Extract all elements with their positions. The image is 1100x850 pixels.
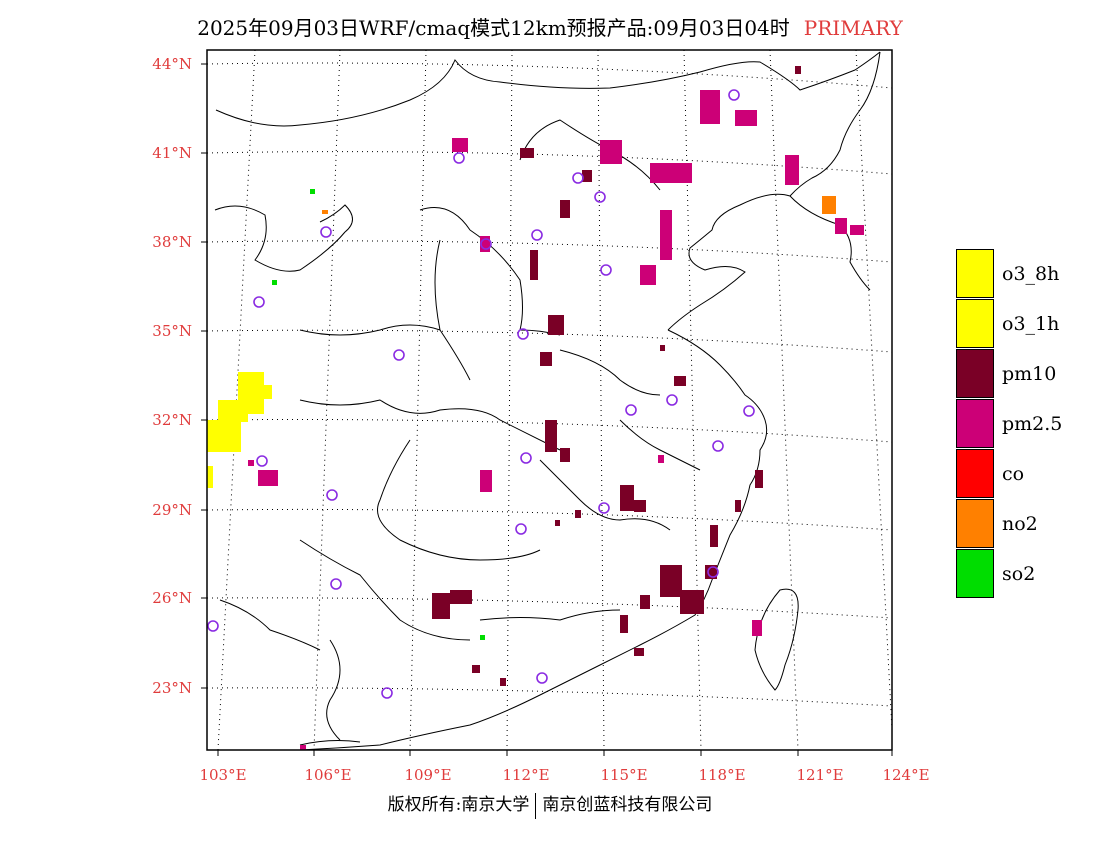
bohai-coast	[667, 193, 791, 331]
hainan-outline	[299, 740, 361, 746]
legend-swatch	[956, 399, 994, 448]
lat-label-26: 26°N	[152, 589, 192, 607]
map-frame	[206, 49, 893, 751]
lon-label-106: 106°E	[304, 766, 352, 784]
title-tag: PRIMARY	[803, 16, 903, 40]
province-borders	[214, 119, 701, 741]
lat-label-23: 23°N	[152, 679, 192, 697]
lat-label-32: 32°N	[152, 411, 192, 429]
legend-swatch	[956, 299, 994, 348]
lon-label-109: 109°E	[404, 766, 452, 784]
legend-label: co	[1002, 463, 1025, 485]
lon-label-118: 118°E	[698, 766, 746, 784]
northeast-coast	[789, 51, 881, 291]
legend-swatch	[956, 549, 994, 598]
coastline-and-borders	[214, 51, 881, 750]
legend-swatch	[956, 499, 994, 548]
lat-label-44: 44°N	[152, 55, 192, 73]
monitoring-stations	[207, 89, 755, 699]
pm25-cells	[248, 90, 864, 750]
so2-cells	[272, 189, 485, 640]
map-title: 2025年09月03日WRF/cmaq模式12km预报产品:09月03日04时 P…	[0, 12, 1100, 41]
footer-left: 版权所有:南京大学	[387, 795, 530, 815]
taiwan-outline	[754, 588, 799, 691]
no2-cells	[322, 196, 836, 214]
axis-ticks	[201, 63, 893, 756]
legend-label: pm10	[1002, 363, 1057, 385]
pm10-cells	[432, 66, 801, 686]
lat-label-35: 35°N	[152, 322, 192, 340]
legend-label: so2	[1002, 563, 1036, 585]
legend-label: pm2.5	[1002, 413, 1063, 435]
legend-swatch	[956, 449, 994, 498]
lon-label-112: 112°E	[502, 766, 550, 784]
copyright-footer: 版权所有:南京大学 南京创蓝科技有限公司	[0, 790, 1100, 819]
east-coast	[299, 329, 768, 750]
footer-separator	[535, 792, 537, 819]
legend-label: o3_8h	[1002, 263, 1060, 285]
lon-label-121: 121°E	[796, 766, 844, 784]
footer-right: 南京创蓝科技有限公司	[542, 795, 713, 815]
lat-label-38: 38°N	[152, 233, 192, 251]
lon-label-115: 115°E	[600, 766, 648, 784]
northern-border	[215, 51, 881, 127]
legend-label: no2	[1002, 513, 1038, 535]
lat-label-29: 29°N	[152, 501, 192, 519]
legend-swatch	[956, 349, 994, 398]
legend-swatch	[956, 249, 994, 298]
lon-label-103: 103°E	[199, 766, 247, 784]
o3-cells	[207, 372, 272, 488]
title-main: 2025年09月03日WRF/cmaq模式12km预报产品:09月03日04时	[197, 16, 790, 40]
lon-label-124: 124°E	[882, 766, 930, 784]
lat-label-41: 41°N	[152, 144, 192, 162]
legend-label: o3_1h	[1002, 313, 1060, 335]
